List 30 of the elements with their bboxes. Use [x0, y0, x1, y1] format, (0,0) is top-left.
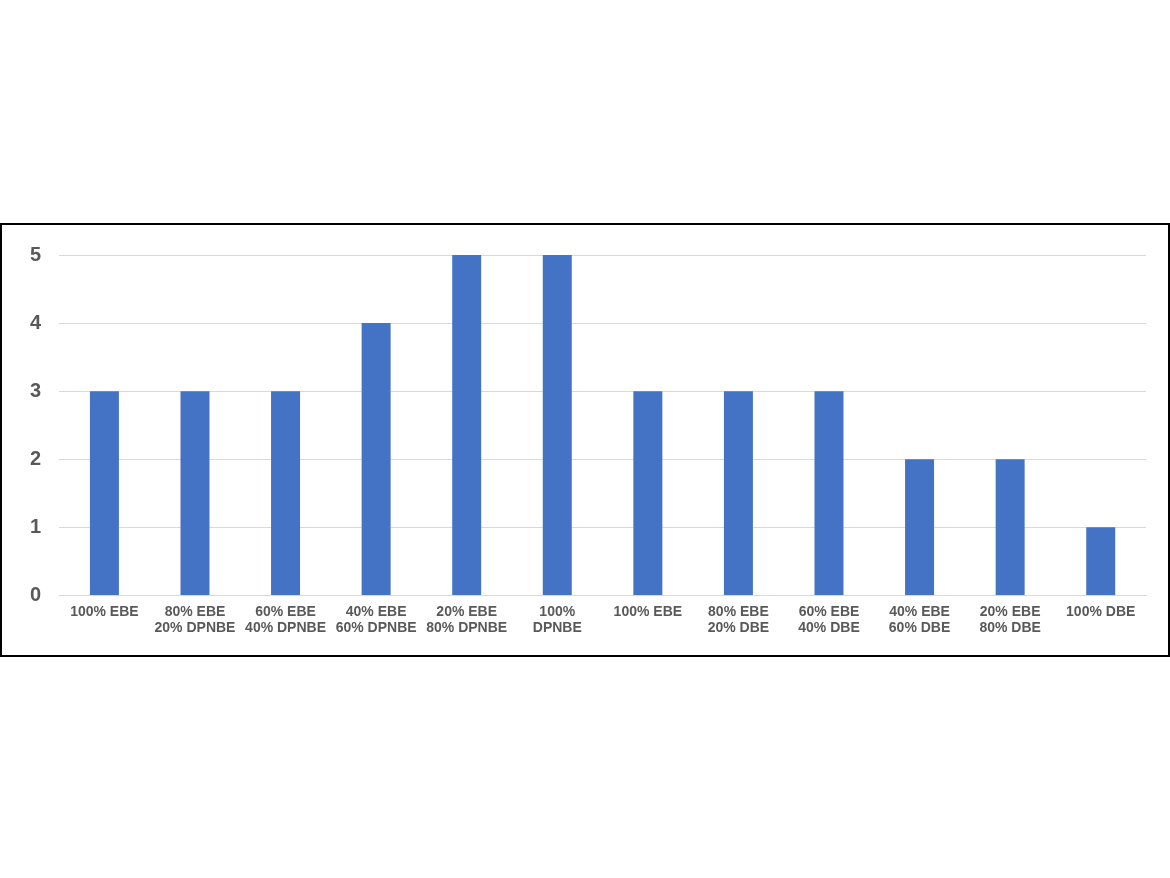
y-tick-label: 4: [30, 310, 42, 333]
bar: [452, 255, 482, 595]
x-tick-label: 20% EBE 80% DPNBE: [426, 602, 508, 636]
x-tick-label: 80% EBE 20% DPNBE: [154, 602, 236, 636]
x-tick-label: 100% DBE: [1066, 602, 1136, 619]
bar: [89, 391, 119, 595]
bar: [542, 255, 572, 595]
bar: [180, 391, 210, 595]
y-tick-label: 0: [30, 582, 42, 605]
bar: [814, 391, 844, 595]
y-tick-label: 5: [30, 242, 42, 265]
bar: [271, 391, 301, 595]
x-tick-label: 60% EBE 40% DBE: [798, 602, 860, 636]
y-tick-label: 1: [30, 514, 42, 537]
bar: [723, 391, 753, 595]
x-tick-label: 20% EBE 80% DBE: [979, 602, 1041, 636]
bar: [633, 391, 663, 595]
x-tick-label: 40% EBE 60% DPNBE: [335, 602, 417, 636]
x-tick-label: 40% EBE 60% DBE: [888, 602, 951, 636]
x-tick-label: 80% EBE 20% DBE: [707, 602, 770, 636]
x-tick-label: 100% EBE: [613, 602, 683, 619]
x-tick-label: 100% DPNBE: [532, 602, 582, 636]
bar: [1086, 527, 1116, 595]
x-tick-label: 100% EBE: [70, 602, 139, 619]
bar: [905, 459, 935, 595]
y-tick-label: 2: [30, 446, 42, 469]
bar: [995, 459, 1025, 595]
y-tick-label: 3: [30, 378, 42, 401]
x-tick-label: 60% EBE 40% DPNBE: [245, 602, 327, 636]
bar: [361, 323, 391, 595]
